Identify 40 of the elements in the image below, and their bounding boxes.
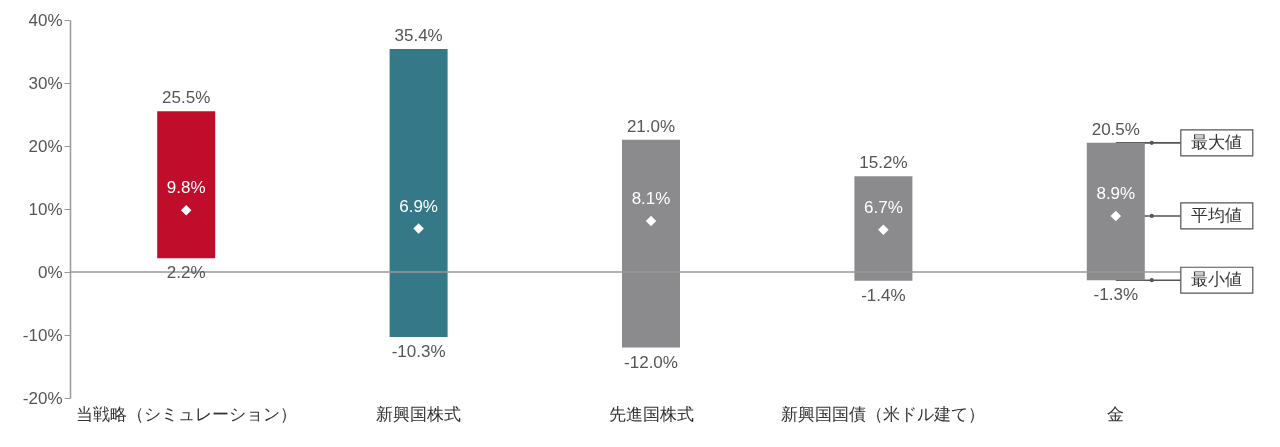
data-label: 9.8% xyxy=(166,178,206,198)
x-tick-label: 新興国株式 xyxy=(376,404,462,424)
annotation: 平均値 xyxy=(1191,205,1243,225)
bar xyxy=(389,48,448,337)
bar xyxy=(622,139,680,348)
data-label: 8.9% xyxy=(1096,183,1136,203)
annotation: -1.4% xyxy=(861,285,906,305)
data-label: 6.7% xyxy=(864,197,903,217)
annotation: 15.2% xyxy=(859,153,908,173)
data-label: 6.9% xyxy=(399,196,438,216)
y-tick-label: 20% xyxy=(28,136,63,156)
annotation: 最小値 xyxy=(1191,270,1243,290)
y-tick-label: 0% xyxy=(37,262,63,282)
annotation: -10.3% xyxy=(391,341,446,361)
annotation: 35.4% xyxy=(394,25,443,45)
y-tick-label: -20% xyxy=(22,388,63,408)
y-tick-label: 40% xyxy=(28,10,63,30)
point xyxy=(645,215,657,227)
point xyxy=(878,224,889,236)
bar xyxy=(157,111,216,259)
x-tick-label: 新興国国債（米ドル建て） xyxy=(781,404,986,424)
point xyxy=(413,223,424,234)
annotation: 21.0% xyxy=(626,116,676,136)
annotation: 20.5% xyxy=(1091,119,1140,139)
annotation: 最大値 xyxy=(1191,132,1243,152)
annotation: 25.5% xyxy=(162,88,211,108)
x-tick-label: 当戦略（シミュレーション） xyxy=(75,404,297,424)
annotation: 2.2% xyxy=(166,263,206,283)
point xyxy=(180,205,192,216)
x-tick-label: 金 xyxy=(1107,404,1125,424)
annotation: -1.3% xyxy=(1093,285,1139,305)
y-tick-label: -10% xyxy=(22,325,63,345)
y-tick-label: 10% xyxy=(28,199,63,219)
point xyxy=(1110,210,1122,222)
bar xyxy=(1086,142,1145,281)
y-tick-label: 30% xyxy=(28,73,63,93)
annotation: -12.0% xyxy=(624,352,678,372)
data-label: 8.1% xyxy=(631,188,671,208)
bar xyxy=(854,176,913,281)
x-tick-label: 先進国株式 xyxy=(608,404,694,424)
